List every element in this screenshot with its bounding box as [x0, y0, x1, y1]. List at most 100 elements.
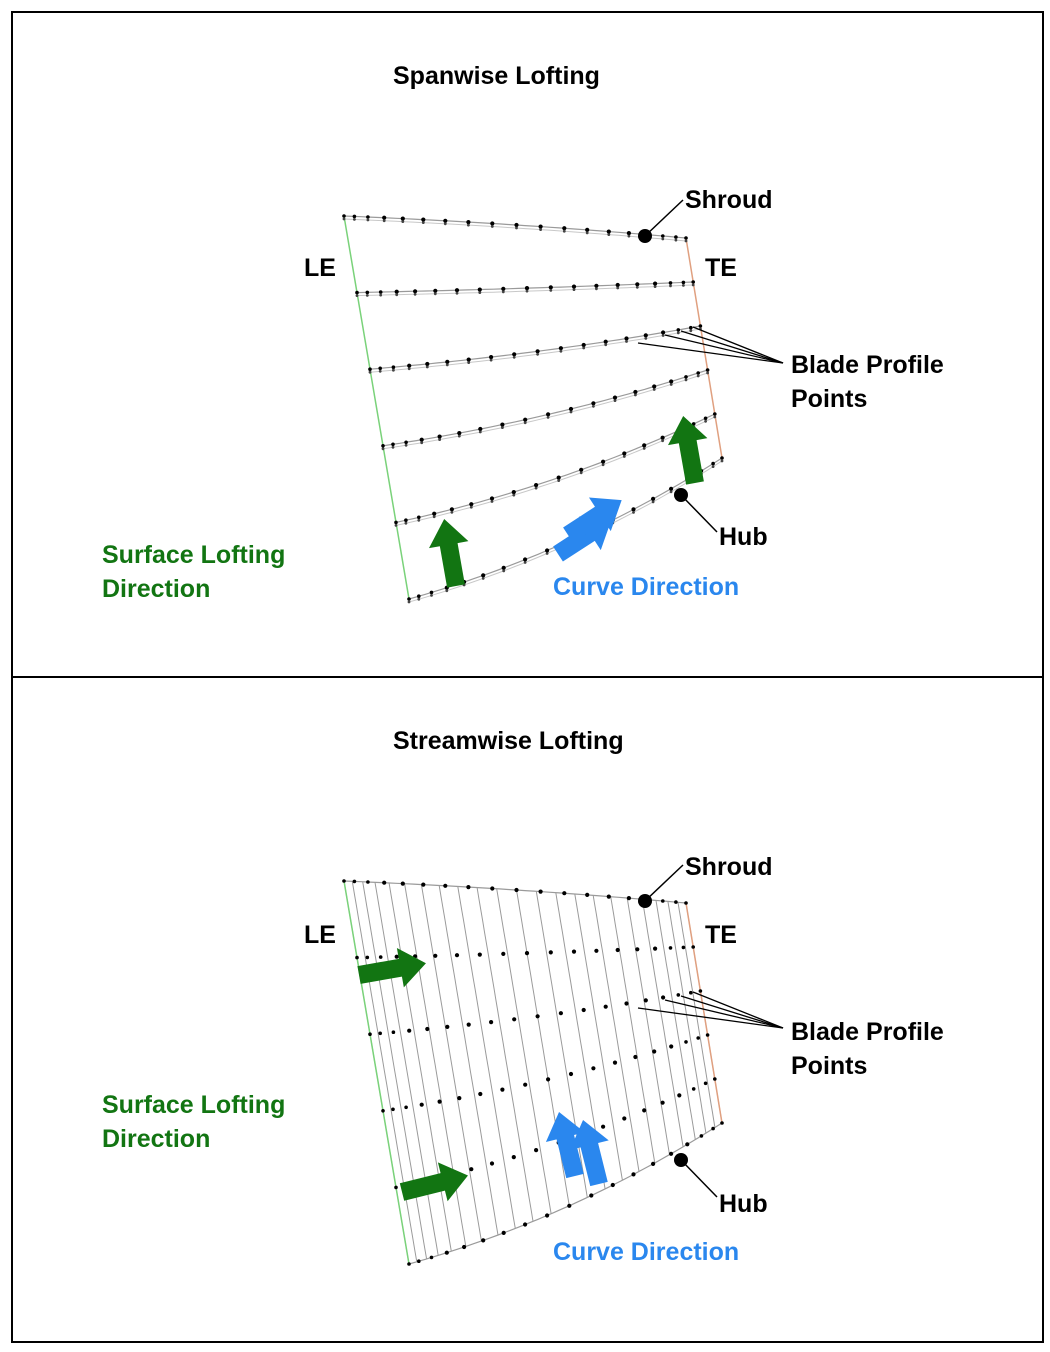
profile-point: [652, 1049, 657, 1054]
profile-point: [651, 496, 656, 501]
hub-leader: [680, 1159, 718, 1198]
profile-point: [661, 439, 664, 443]
profile-point: [713, 415, 717, 419]
profile-point: [501, 290, 505, 294]
profile-point: [571, 284, 577, 289]
profile-point: [545, 552, 549, 555]
profile-point: [562, 229, 566, 233]
spanwise-blade-diagram: [342, 199, 784, 604]
profile-point: [594, 948, 599, 953]
profile-point: [581, 1007, 586, 1013]
profile-point: [445, 363, 449, 367]
profile-point: [407, 363, 412, 368]
profile-point: [661, 234, 665, 238]
profile-point: [627, 234, 631, 238]
shroud-leader: [644, 199, 684, 237]
profile-point: [585, 227, 590, 232]
profile-point: [668, 946, 673, 950]
profile-curves: [343, 880, 723, 1265]
profile-point: [633, 1054, 638, 1060]
profile-point: [462, 1244, 467, 1250]
profile-point: [643, 998, 648, 1003]
profile-point: [478, 291, 482, 294]
profile-point: [696, 1036, 700, 1040]
curve-arrow-right: [569, 1119, 609, 1187]
profile-point: [342, 217, 346, 221]
profile-point: [421, 221, 425, 225]
profile-point: [696, 374, 700, 378]
profile-point: [391, 442, 395, 447]
profile-point: [582, 346, 586, 350]
trailing-edge-label: TE: [705, 254, 737, 282]
profile-point: [548, 950, 553, 955]
profile-point: [545, 548, 550, 553]
shroud-label: Shroud: [685, 186, 773, 214]
surface-arrow-upper: [357, 948, 426, 988]
profile-point: [523, 1222, 528, 1227]
profile-point: [404, 521, 408, 525]
profile-point: [684, 901, 688, 905]
blade-profile-points: [342, 879, 724, 1266]
boundary-curve-0: [343, 880, 687, 904]
profile-point: [706, 371, 709, 375]
profile-point: [622, 451, 627, 456]
profile-point: [558, 1011, 564, 1016]
profile-point: [394, 524, 398, 527]
profile-point: [585, 231, 589, 235]
surface-arrow-left: [429, 519, 469, 588]
profile-point: [368, 370, 372, 374]
surface-arrow-right: [668, 416, 708, 485]
blade-profile-label: Blade Profile: [791, 1018, 944, 1046]
profile-point: [559, 349, 563, 353]
profile-point: [407, 1028, 412, 1033]
profile-point: [546, 1077, 551, 1082]
profile-point: [502, 569, 506, 573]
surface-lofting-label-line2: Direction: [102, 575, 211, 603]
profile-point: [478, 1091, 483, 1097]
profile-point: [514, 887, 519, 893]
stream-curve-18: [641, 899, 684, 1147]
profile-point: [433, 953, 438, 958]
profile-point: [413, 292, 417, 296]
profile-point: [378, 955, 383, 959]
profile-point: [425, 361, 430, 367]
profile-point: [558, 346, 564, 351]
profile-point: [546, 416, 550, 419]
profile-point: [490, 221, 495, 226]
profile-point: [425, 365, 429, 369]
curve-arrow-left: [545, 1111, 585, 1179]
profile-point: [450, 510, 454, 514]
profile-point: [685, 1142, 690, 1147]
profile-point: [661, 330, 666, 335]
profile-point: [669, 379, 674, 384]
profile-point: [661, 334, 665, 337]
stream-curve-15: [592, 895, 640, 1172]
profile-point: [501, 565, 506, 571]
profile-point: [698, 324, 703, 328]
blade-profile-label: Blade Profile: [791, 351, 944, 379]
profile-point: [512, 352, 517, 357]
profile-point: [443, 218, 448, 223]
stream-curve-17: [626, 897, 670, 1155]
curve-arrow-upper: [563, 497, 622, 543]
profile-point: [443, 883, 448, 888]
markers: [637, 199, 784, 533]
curve-arrow-lower-shape: [553, 516, 612, 562]
leading-edge-line: [343, 215, 410, 600]
profile-point: [669, 383, 673, 386]
stream-curve-7: [438, 885, 499, 1236]
stream-curve-10: [496, 888, 552, 1214]
profile-point: [489, 355, 494, 360]
profile-point: [391, 1030, 396, 1034]
stream-curve-16: [610, 896, 656, 1164]
profile-point: [489, 358, 493, 362]
profile-point: [429, 1255, 434, 1260]
profile-point: [477, 287, 482, 292]
spanwise-lofting-panel: Spanwise Lofting Shroud LE TE Blade Prof…: [11, 11, 1044, 678]
profile-point: [653, 285, 657, 288]
shroud-label: Shroud: [685, 853, 773, 881]
profile-point: [711, 465, 715, 468]
curve-direction-label: Curve Direction: [553, 573, 740, 601]
profile-point: [557, 479, 561, 482]
profile-point: [391, 1107, 395, 1112]
